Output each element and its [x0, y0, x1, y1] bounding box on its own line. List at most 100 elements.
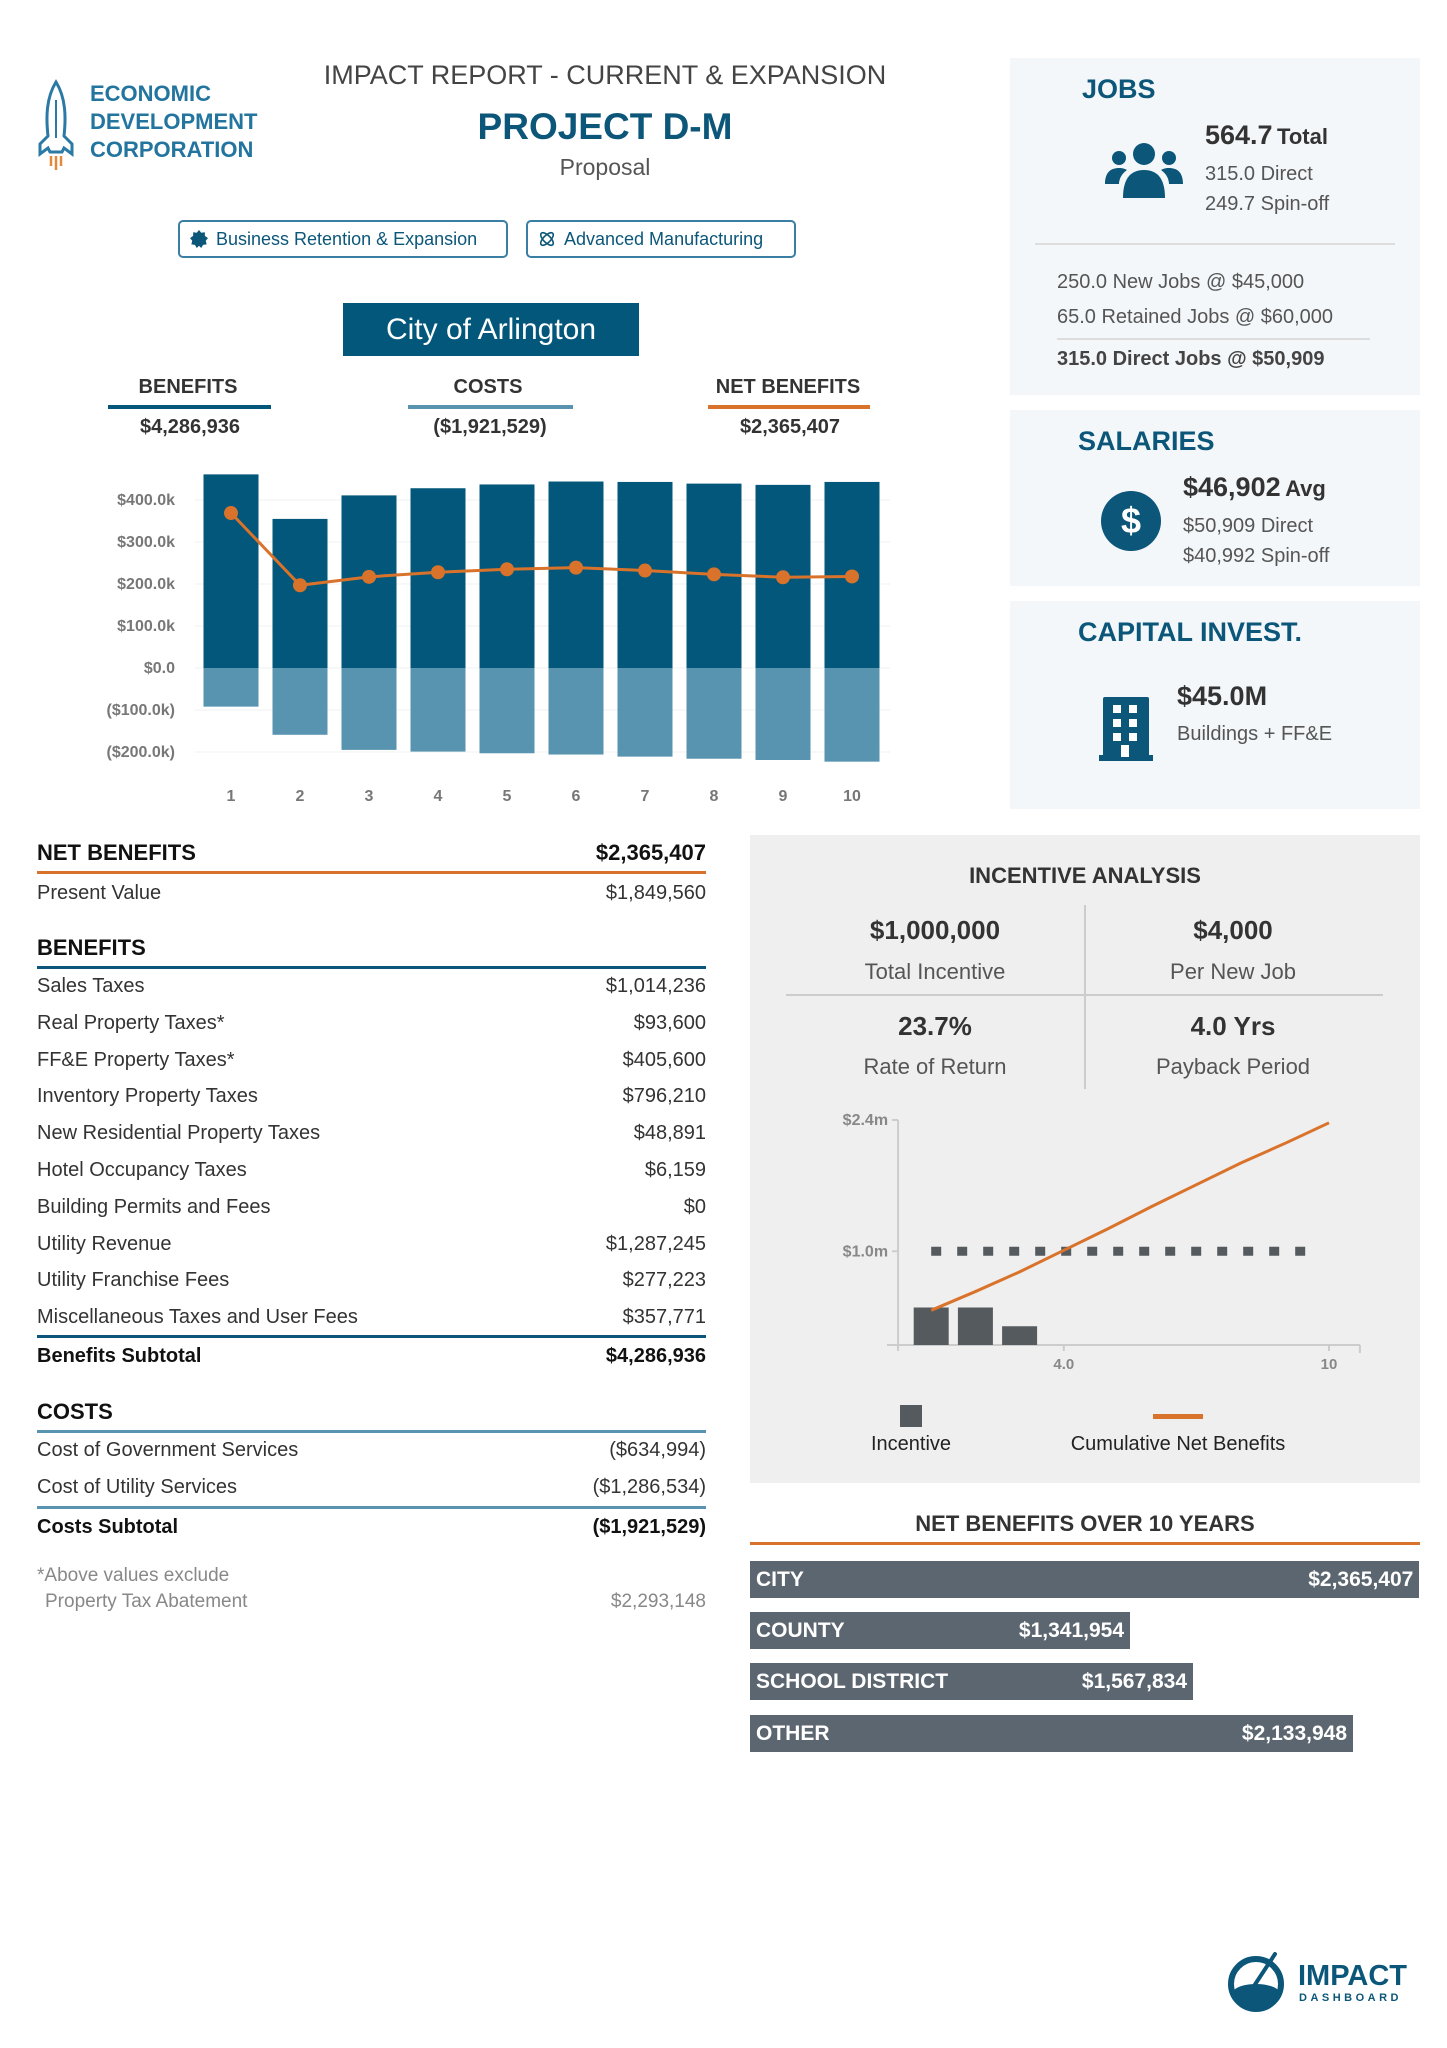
row-label: Miscellaneous Taxes and User Fees [37, 1306, 358, 1329]
legend-cumulative-label: Cumulative Net Benefits [1070, 1433, 1286, 1455]
report-title: IMPACT REPORT - CURRENT & EXPANSION [323, 60, 887, 90]
x-tick-label: 5 [503, 788, 512, 805]
table-row: FF&E Property Taxes* $405,600 [37, 1049, 706, 1072]
x-tick-label: 4.0 [1053, 1356, 1074, 1373]
row-label: Utility Franchise Fees [37, 1269, 230, 1292]
pv-label: Present Value [37, 882, 162, 904]
legend-incentive-swatch [900, 1405, 922, 1427]
net-benefit-point [707, 567, 721, 582]
pv-value: $1,849,560 [605, 882, 706, 904]
tag-label: Advanced Manufacturing [564, 228, 764, 249]
row-label: Sales Taxes [37, 975, 145, 997]
x-tick-label: 3 [365, 788, 374, 805]
per-job-label: Per New Job [1170, 959, 1296, 984]
costs-subtotal-value: ($1,921,529) [592, 1516, 706, 1538]
net-benefit-point [638, 563, 652, 578]
x-tick-label: 6 [572, 788, 581, 805]
project-status: Proposal [559, 154, 651, 180]
divider [786, 994, 1383, 996]
row-label: Hotel Occupancy Taxes [37, 1159, 247, 1181]
table-row: Sales Taxes $1,014,236 [37, 975, 706, 998]
cost-bar [272, 668, 328, 735]
rocket-icon [38, 79, 74, 170]
jobs-direct: 315.0 Direct [1205, 163, 1313, 185]
summary-net-value: $2,365,407 [739, 416, 841, 438]
footer-logo-line2: DASHBOARD [1299, 1992, 1402, 2004]
row-value: $48,891 [633, 1122, 706, 1145]
summary-benefits-value: $4,286,936 [139, 416, 241, 438]
divider [1035, 243, 1395, 245]
x-tick-label: 10 [843, 788, 861, 805]
table-row: Miscellaneous Taxes and User Fees $357,77… [37, 1306, 706, 1329]
jobs-direct-summary: 315.0 Direct Jobs @ $50,909 [1057, 348, 1325, 370]
capital-title: CAPITAL INVEST. [1078, 617, 1303, 647]
cost-bar [686, 668, 742, 759]
net-benefit-point [569, 560, 583, 575]
cost-bar [755, 668, 811, 760]
cost-bar [479, 668, 535, 754]
bar-label: CITY [756, 1567, 804, 1591]
benefits-subtotal-label: Benefits Subtotal [37, 1345, 202, 1367]
x-tick-label: 7 [641, 788, 650, 805]
table-row: Inventory Property Taxes $796,210 [37, 1085, 706, 1108]
row-label: Utility Revenue [37, 1232, 172, 1255]
cost-bar [548, 668, 604, 755]
tag-advanced-manufacturing: Advanced Manufacturing [526, 220, 796, 258]
x-tick-label: 4 [434, 788, 443, 805]
jurisdiction-name: City of Arlington [385, 312, 597, 346]
rate-of-return-label: Rate of Return [863, 1054, 1007, 1079]
summary-benefits-label: BENEFITS [138, 376, 238, 398]
benefit-bar [203, 474, 259, 668]
project-title: PROJECT D-M [477, 106, 733, 147]
salary-direct: $50,909 Direct [1183, 515, 1314, 537]
footnote-line2: Property Tax Abatement [45, 1591, 248, 1612]
row-value: $93,600 [633, 1011, 706, 1034]
row-value: $796,210 [622, 1085, 706, 1108]
incentive-title: INCENTIVE ANALYSIS [969, 863, 1201, 888]
table-row: New Residential Property Taxes $48,891 [37, 1122, 706, 1145]
net-underline [708, 405, 870, 409]
divider [1084, 905, 1086, 1089]
table-row: Cost of Utility Services ($1,286,534) [37, 1476, 706, 1499]
table-row: Utility Revenue $1,287,245 [37, 1233, 706, 1256]
bar-label: SCHOOL DISTRICT [756, 1669, 949, 1693]
total-incentive-value: $1,000,000 [869, 915, 1001, 945]
row-value: ($634,994) [609, 1439, 706, 1461]
cost-bar [617, 668, 673, 757]
y-tick-label: $0.0 [144, 660, 175, 677]
dollar-icon: $ [1101, 491, 1161, 551]
divider [37, 871, 706, 874]
table-row: Hotel Occupancy Taxes $6,159 [37, 1159, 706, 1182]
summary-costs-value: ($1,921,529) [433, 416, 547, 438]
bar-value: $1,567,834 [1081, 1669, 1187, 1693]
row-label: New Residential Property Taxes [37, 1122, 321, 1145]
row-label: Building Permits and Fees [37, 1195, 271, 1218]
y-tick-label: $100.0k [117, 618, 175, 635]
x-tick-label: 10 [1321, 1356, 1338, 1373]
row-value: $277,223 [622, 1269, 706, 1292]
benefit-bar [272, 518, 328, 668]
net-benefit-point [776, 570, 790, 585]
row-label: FF&E Property Taxes* [37, 1048, 235, 1071]
x-tick-label: 1 [227, 788, 236, 805]
benefits-underline [108, 405, 271, 409]
salaries-title: SALARIES [1078, 426, 1215, 456]
benefits-title: BENEFITS [37, 935, 146, 960]
jobs-title: JOBS [1082, 74, 1156, 104]
jobs-card: JOBS 564.7 Total 315.0 Direct 249.7 Spin… [1010, 58, 1420, 395]
svg-text:$: $ [1121, 500, 1141, 541]
cost-bar [824, 668, 880, 762]
cumulative-net-benefits-line [930, 1121, 1330, 1312]
costs-title: COSTS [37, 1399, 113, 1424]
badge-icon [190, 230, 208, 248]
jobs-spinoff: 249.7 Spin-off [1205, 193, 1330, 215]
net-benefit-bar-other: OTHER $2,133,948 [750, 1715, 1353, 1752]
jobs-total: 564.7 [1205, 120, 1273, 150]
y-tick-label: $2.4m [843, 1112, 888, 1129]
net-benefit-point [293, 578, 307, 593]
bar-value: $2,133,948 [1241, 1721, 1347, 1745]
atom-icon [539, 231, 555, 247]
divider [37, 966, 706, 969]
payback-label: Payback Period [1155, 1054, 1311, 1079]
net-benefit-point [845, 569, 859, 584]
